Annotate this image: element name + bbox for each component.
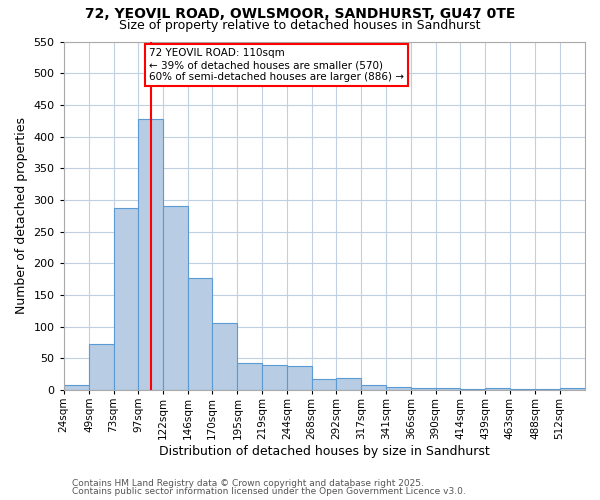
Bar bbox=[510, 389, 535, 390]
Bar bbox=[311, 379, 336, 390]
X-axis label: Distribution of detached houses by size in Sandhurst: Distribution of detached houses by size … bbox=[159, 444, 490, 458]
Bar bbox=[535, 388, 560, 390]
Bar bbox=[262, 364, 287, 390]
Bar bbox=[386, 388, 411, 390]
Bar bbox=[411, 388, 436, 390]
Bar bbox=[287, 366, 311, 390]
Bar bbox=[336, 378, 361, 390]
Text: 72 YEOVIL ROAD: 110sqm
← 39% of detached houses are smaller (570)
60% of semi-de: 72 YEOVIL ROAD: 110sqm ← 39% of detached… bbox=[149, 48, 404, 82]
Text: Size of property relative to detached houses in Sandhurst: Size of property relative to detached ho… bbox=[119, 18, 481, 32]
Y-axis label: Number of detached properties: Number of detached properties bbox=[15, 117, 28, 314]
Bar bbox=[163, 206, 188, 390]
Bar bbox=[212, 324, 238, 390]
Bar bbox=[238, 364, 262, 390]
Text: 72, YEOVIL ROAD, OWLSMOOR, SANDHURST, GU47 0TE: 72, YEOVIL ROAD, OWLSMOOR, SANDHURST, GU… bbox=[85, 8, 515, 22]
Bar bbox=[138, 119, 163, 390]
Bar bbox=[89, 344, 113, 390]
Bar bbox=[64, 386, 89, 390]
Bar bbox=[188, 278, 212, 390]
Bar bbox=[436, 388, 460, 390]
Bar bbox=[361, 385, 386, 390]
Bar bbox=[485, 388, 510, 390]
Text: Contains public sector information licensed under the Open Government Licence v3: Contains public sector information licen… bbox=[72, 487, 466, 496]
Bar bbox=[113, 208, 138, 390]
Text: Contains HM Land Registry data © Crown copyright and database right 2025.: Contains HM Land Registry data © Crown c… bbox=[72, 478, 424, 488]
Bar bbox=[560, 388, 585, 390]
Bar bbox=[460, 388, 485, 390]
